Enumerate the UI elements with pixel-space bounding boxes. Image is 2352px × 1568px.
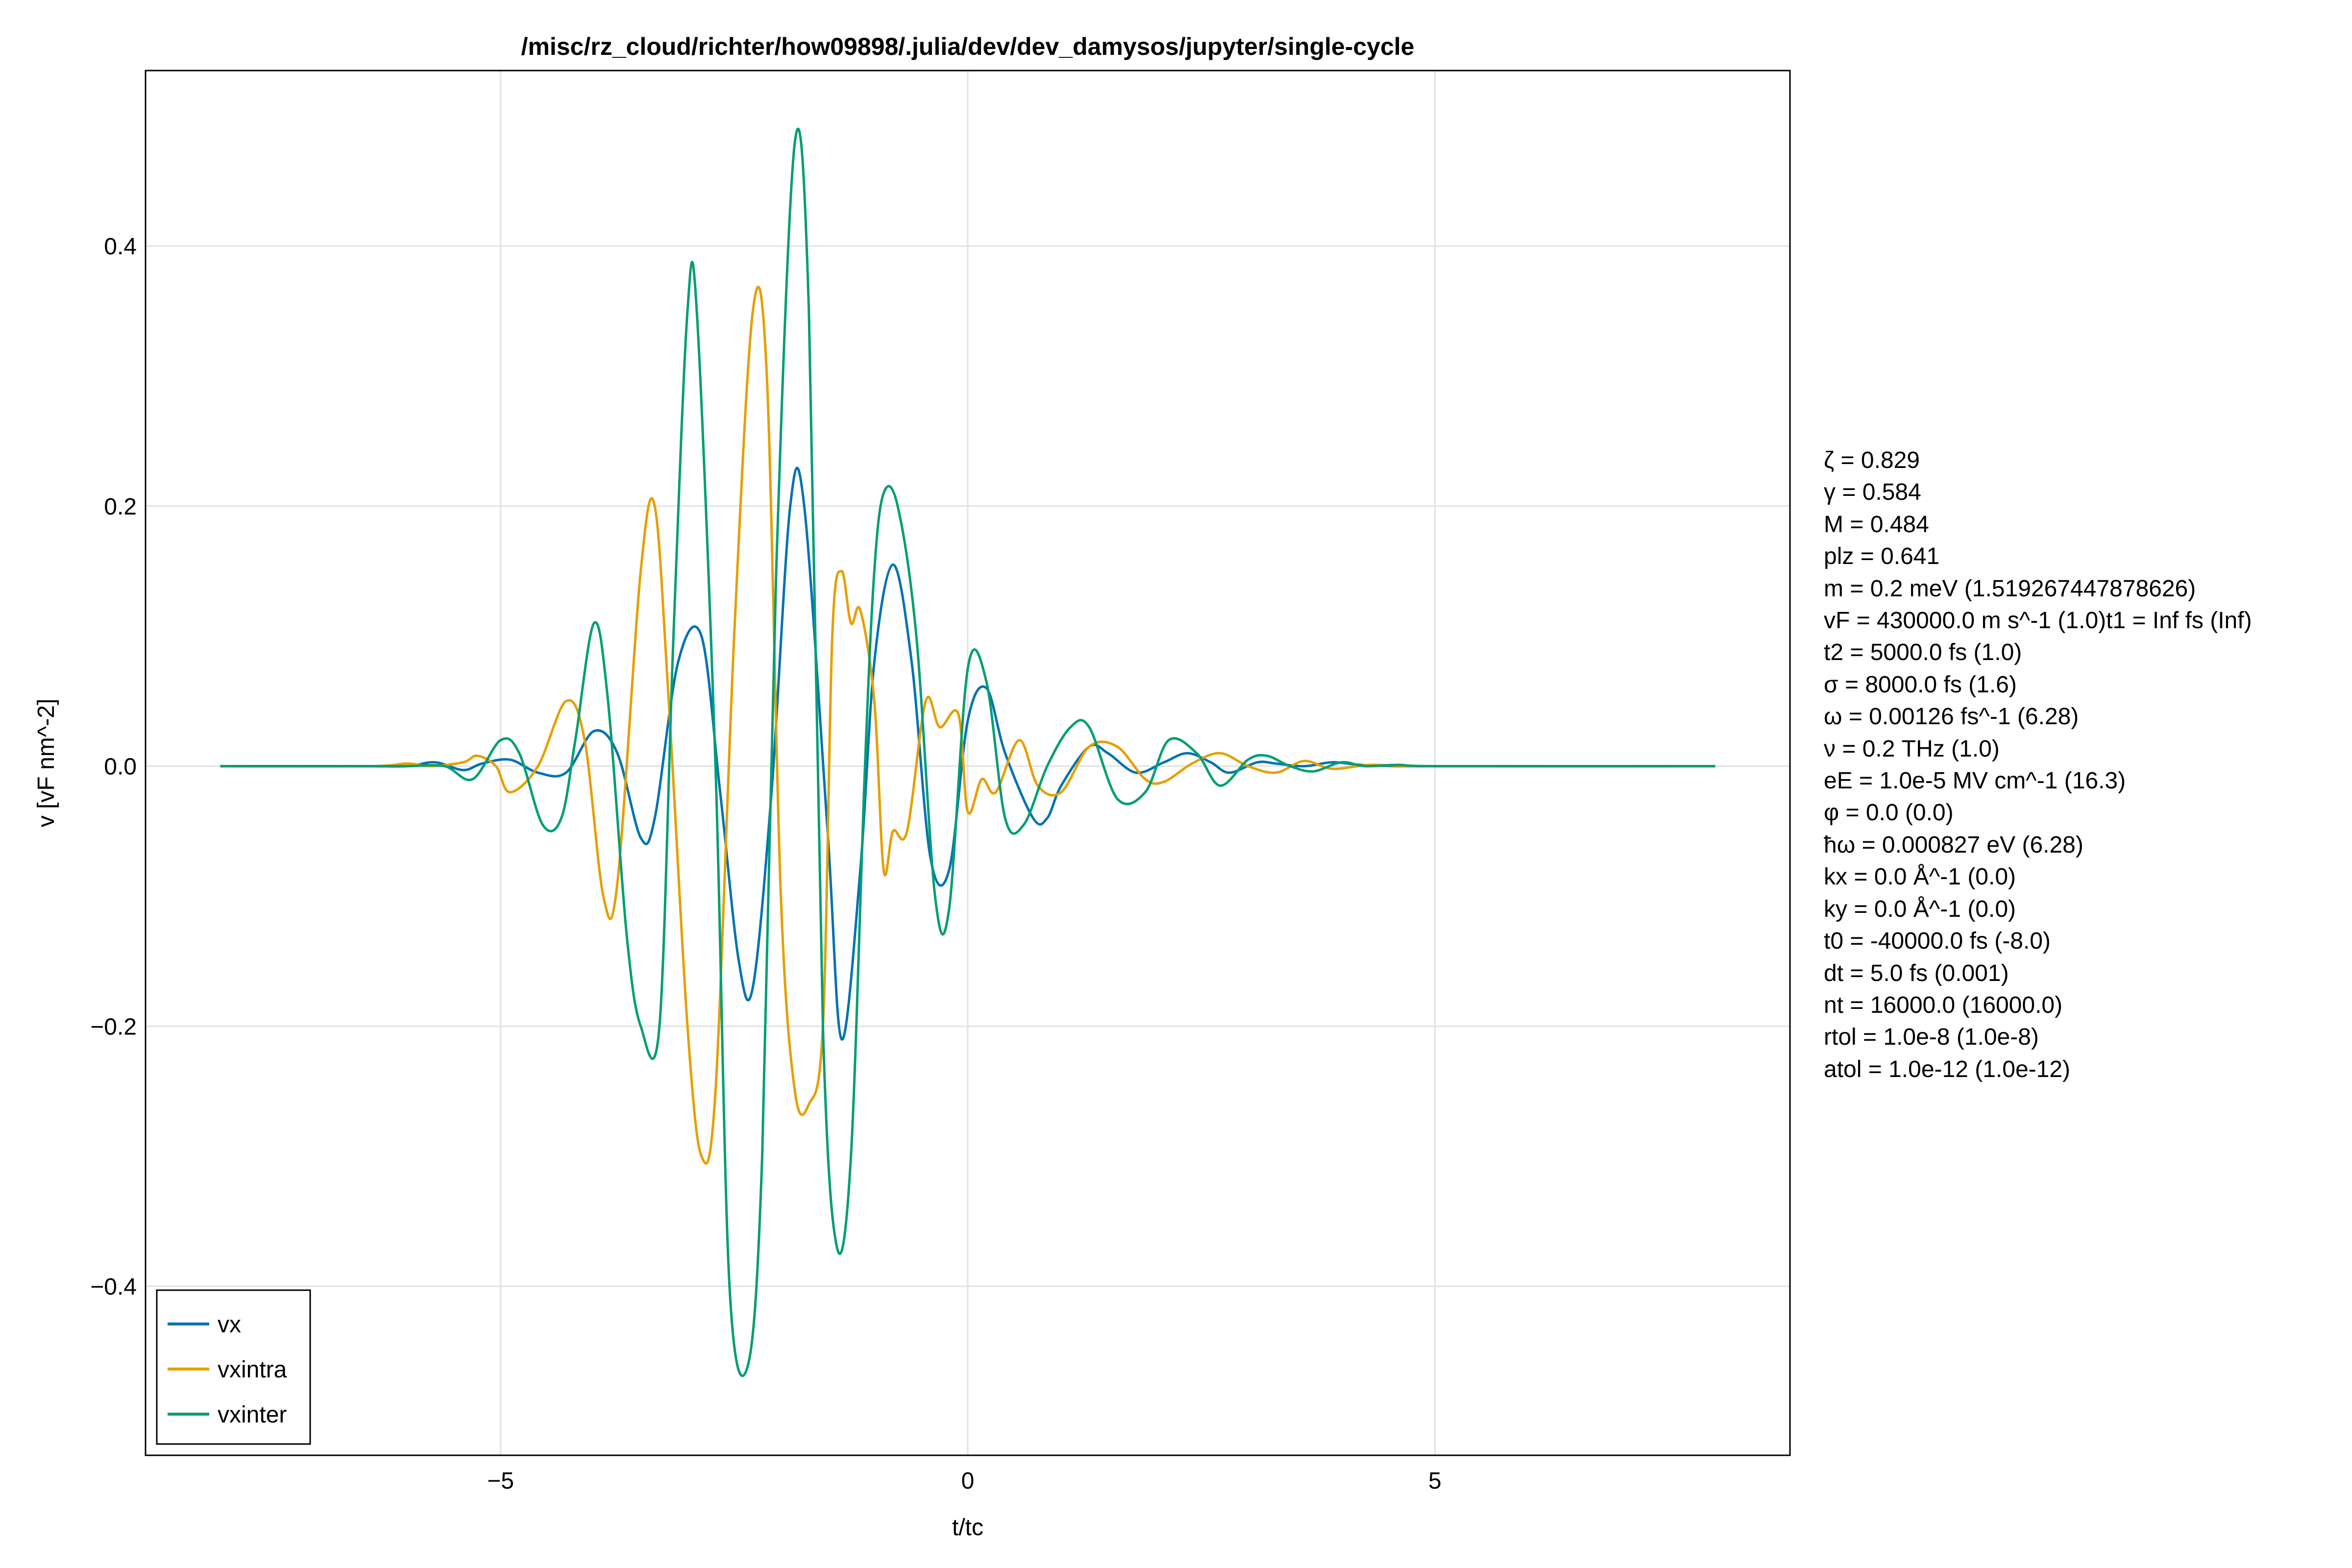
legend-box — [156, 1289, 311, 1445]
legend: vx vxintra vxinter — [156, 1289, 311, 1445]
axis-ticks: −5 0 5 −0.4 −0.2 0.0 0.2 0.4 — [90, 234, 1442, 1494]
series-line-vxintra — [220, 286, 1715, 1165]
param-ee: eE = 1.0e-5 MV cm^-1 (16.3) — [1824, 768, 2126, 794]
grid-lines — [146, 71, 1790, 1455]
param-phi: φ = 0.0 (0.0) — [1824, 800, 1954, 826]
chart-title: /misc/rz_cloud/richter/how09898/.julia/d… — [521, 33, 1415, 60]
param-omega: ω = 0.00126 fs^-1 (6.28) — [1824, 704, 2079, 730]
param-atol: atol = 1.0e-12 (1.0e-12) — [1824, 1056, 2070, 1082]
y-tick-label: −0.2 — [90, 1014, 137, 1040]
x-tick-label: −5 — [487, 1468, 514, 1494]
legend-label-vxintra: vxintra — [218, 1357, 287, 1383]
plot-frame — [145, 70, 1791, 1456]
y-tick-label: −0.4 — [90, 1274, 137, 1300]
series-layer — [220, 127, 1715, 1377]
x-tick-label: 5 — [1428, 1468, 1442, 1494]
legend-label-vx: vx — [218, 1312, 241, 1338]
param-nt: nt = 16000.0 (16000.0) — [1824, 992, 2063, 1018]
series-line-vx — [220, 466, 1715, 1041]
param-kx: kx = 0.0 Å^-1 (0.0) — [1824, 864, 2016, 890]
param-m-upper: M = 0.484 — [1824, 511, 1929, 538]
legend-label-vxinter: vxinter — [218, 1402, 287, 1428]
param-dt: dt = 5.0 fs (0.001) — [1824, 960, 2009, 986]
x-tick-label: 0 — [961, 1468, 975, 1494]
param-vf-t1: vF = 430000.0 m s^-1 (1.0)t1 = Inf fs (I… — [1824, 608, 2252, 634]
param-hbar-omega: ħω = 0.000827 eV (6.28) — [1824, 832, 2083, 858]
param-gamma: γ = 0.584 — [1824, 479, 1921, 506]
param-t2: t2 = 5000.0 fs (1.0) — [1824, 639, 2022, 666]
param-nu: ν = 0.2 THz (1.0) — [1824, 735, 2000, 762]
param-t0: t0 = -40000.0 fs (-8.0) — [1824, 928, 2051, 955]
param-zeta: ζ = 0.829 — [1824, 447, 1920, 473]
param-plz: plz = 0.641 — [1824, 543, 1940, 570]
y-tick-label: 0.2 — [104, 494, 137, 520]
parameter-list: ζ = 0.829 γ = 0.584 M = 0.484 plz = 0.64… — [1824, 444, 2252, 1085]
param-ky: ky = 0.0 Å^-1 (0.0) — [1824, 896, 2016, 922]
param-sigma: σ = 8000.0 fs (1.6) — [1824, 671, 2017, 698]
param-mass: m = 0.2 meV (1.519267447878626) — [1824, 575, 2196, 602]
series-line-vxinter — [220, 127, 1715, 1377]
x-axis-label: t/tc — [952, 1515, 983, 1541]
y-axis-label: v [vF nm^-2] — [33, 699, 59, 828]
param-rtol: rtol = 1.0e-8 (1.0e-8) — [1824, 1024, 2039, 1051]
y-tick-label: 0.4 — [104, 234, 137, 260]
y-tick-label: 0.0 — [104, 754, 137, 780]
